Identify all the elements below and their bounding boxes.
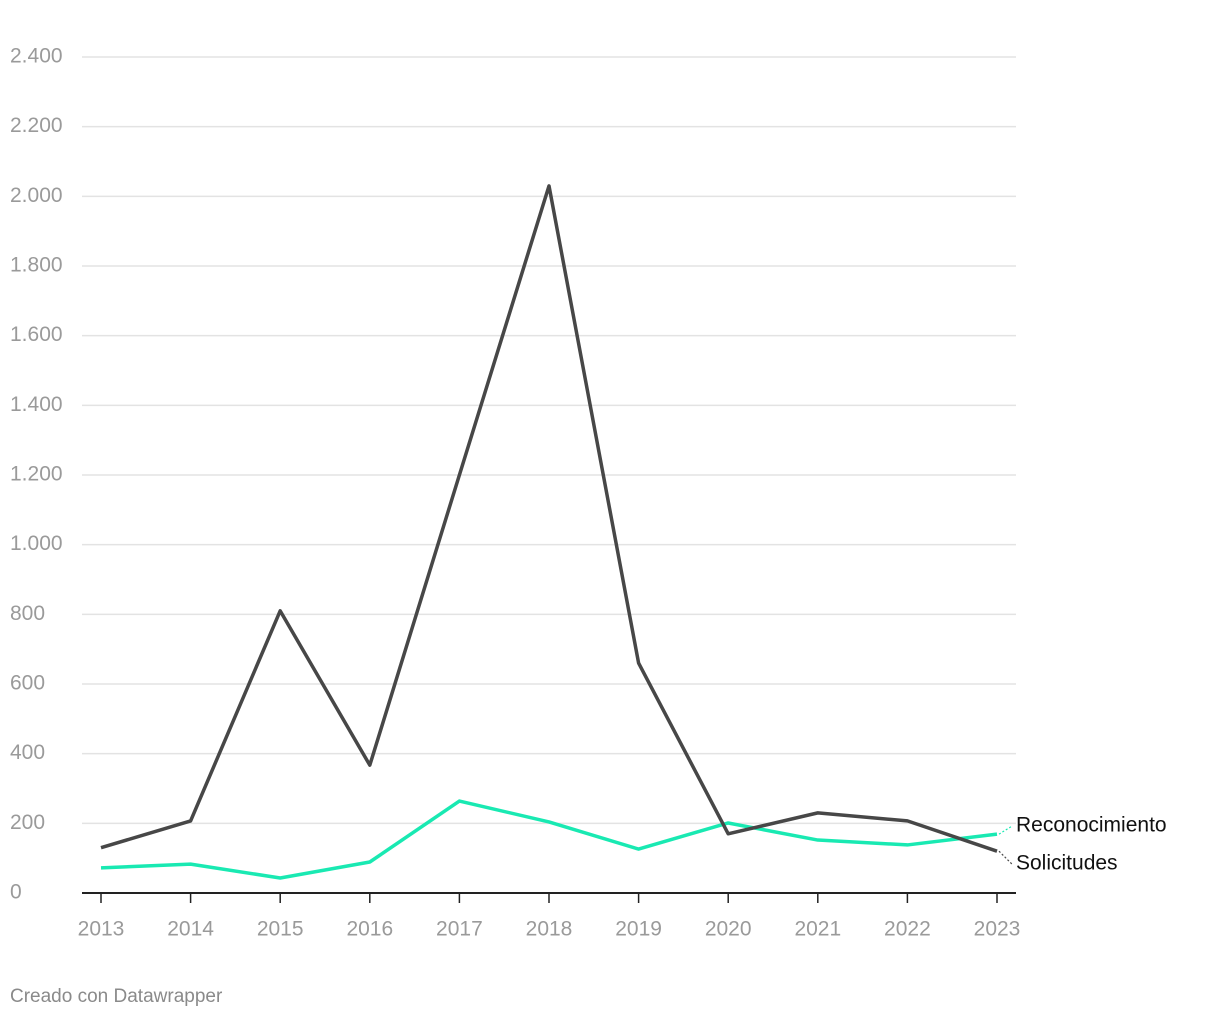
y-tick-label: 2.400 (10, 45, 63, 68)
x-tick-label: 2022 (884, 918, 931, 941)
label-connector (998, 850, 1013, 865)
x-tick-label: 2020 (705, 918, 752, 941)
x-tick-label: 2018 (526, 918, 573, 941)
x-tick-label: 2016 (346, 918, 393, 941)
x-tick-label: 2013 (78, 918, 125, 941)
series-label: Solicitudes (1016, 852, 1118, 875)
y-tick-label: 1.200 (10, 463, 63, 486)
series-label: Reconocimiento (1016, 814, 1167, 837)
footer: Creado con Datawrapper (10, 986, 223, 1007)
y-tick-label: 600 (10, 672, 45, 695)
y-tick-label: 800 (10, 602, 45, 625)
label-connector (998, 825, 1013, 835)
y-tick-label: 2.000 (10, 184, 63, 207)
x-tick-label: 2023 (974, 918, 1021, 941)
x-tick-label: 2017 (436, 918, 483, 941)
x-tick-label: 2021 (794, 918, 841, 941)
y-tick-label: 1.800 (10, 254, 63, 277)
line-series (100, 184, 998, 853)
y-tick-label: 1.600 (10, 323, 63, 346)
y-tick-label: 2.200 (10, 114, 63, 137)
y-tick-label: 200 (10, 811, 45, 834)
y-tick-label: 1.000 (10, 532, 63, 555)
y-tick-label: 400 (10, 741, 45, 764)
x-tick-label: 2019 (615, 918, 662, 941)
y-tick-label: 1.400 (10, 393, 63, 416)
x-tick-label: 2014 (167, 918, 214, 941)
y-tick-label: 0 (10, 881, 22, 904)
x-tick-label: 2015 (257, 918, 304, 941)
line-series (100, 799, 998, 880)
